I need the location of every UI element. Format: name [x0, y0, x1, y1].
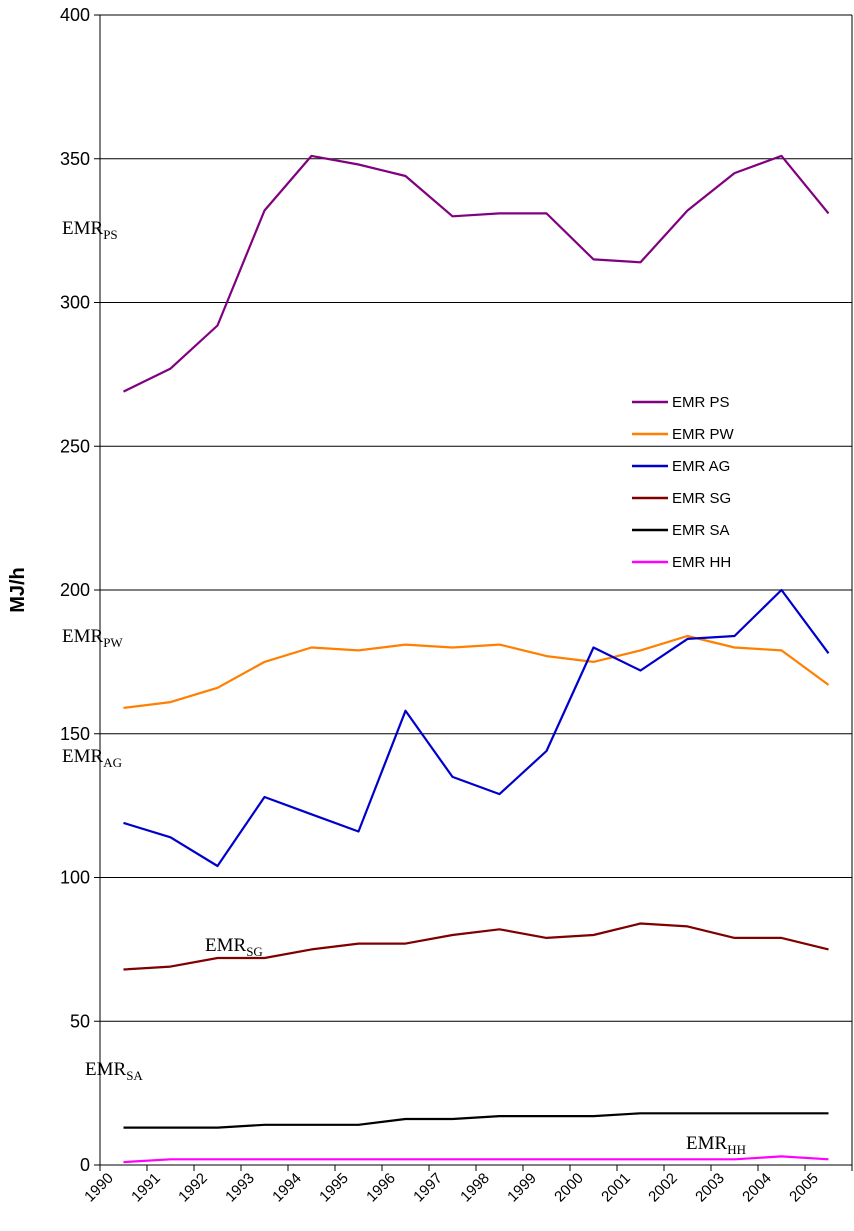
x-tick-labels: 1990 1991 1992 1993 1994 1995 1996 1997 1998 1999… — [81, 1165, 853, 1206]
annotation-base: EMR — [85, 1059, 127, 1080]
series-line-emr-pw — [123, 634, 830, 709]
annotation-emr-ag: EMRAG — [62, 746, 122, 770]
series-line-emr-sa — [123, 1112, 829, 1129]
y-tick-label: 350 — [60, 149, 90, 169]
annotation-base: EMR — [62, 218, 104, 239]
annotation-subscript: PS — [103, 227, 117, 242]
y-axis-label: MJ/h — [7, 567, 29, 613]
legend-label: EMR SG — [672, 490, 731, 507]
annotation-base: EMR — [62, 746, 104, 767]
legend-label: EMR HH — [672, 554, 731, 571]
x-tick-label: 1997 — [410, 1170, 446, 1206]
annotation-emr-sg: EMRSG — [205, 935, 263, 959]
series-line-emr-sg — [123, 922, 829, 971]
y-tick-label: 200 — [60, 580, 90, 600]
y-tick-label: 300 — [60, 293, 90, 313]
legend-label: EMR PW — [672, 426, 735, 443]
legend-label: EMR AG — [672, 458, 730, 475]
series-line-emr-hh — [123, 1155, 829, 1164]
legend-label: EMR SA — [672, 522, 730, 539]
annotation-emr-ps: EMRPS — [62, 218, 118, 242]
x-tick-label: 2005 — [786, 1170, 822, 1206]
series-line-emr-ps — [123, 154, 830, 393]
series-lines — [123, 154, 830, 1164]
x-tick-label: 2004 — [739, 1170, 775, 1206]
x-tick-label: 1990 — [81, 1170, 117, 1206]
gridlines — [100, 14, 852, 1022]
x-tick-label: 2001 — [598, 1170, 634, 1206]
x-tick-label: 2000 — [551, 1170, 587, 1206]
x-tick-label: 1992 — [175, 1170, 211, 1206]
x-tick-label: 2003 — [692, 1170, 728, 1206]
legend-label: EMR PS — [672, 394, 730, 411]
y-tick-label: 250 — [60, 436, 90, 456]
x-tick-label: 1993 — [222, 1170, 258, 1206]
y-tick-label: 0 — [80, 1155, 90, 1175]
annotation-base: EMR — [686, 1133, 728, 1154]
annotation-emr-pw: EMRPW — [62, 626, 123, 650]
annotation-subscript: SA — [126, 1068, 143, 1083]
x-tick-label: 1995 — [316, 1170, 352, 1206]
annotation-base: EMR — [205, 935, 247, 956]
x-tick-label: 1996 — [363, 1170, 399, 1206]
x-tick-label: 1999 — [504, 1170, 540, 1206]
annotation-subscript: AG — [103, 755, 122, 770]
x-tick-label: 1998 — [457, 1170, 493, 1206]
y-tick-label: 150 — [60, 724, 90, 744]
annotation-emr-hh: EMRHH — [686, 1133, 746, 1157]
x-tick-label: 1994 — [269, 1170, 305, 1206]
legend: EMR PS EMR PW EMR AG EMR SG EMR SA EMR HH — [632, 394, 735, 571]
series-line-emr-ag — [123, 588, 830, 868]
annotation-base: EMR — [62, 626, 104, 647]
x-tick-label: 1991 — [128, 1170, 164, 1206]
y-tick-label: 400 — [60, 5, 90, 25]
x-tick-label: 2002 — [645, 1170, 681, 1206]
annotation-subscript: PW — [103, 635, 123, 650]
y-tick-labels: 0 50 100 150 200 250 300 350 400 — [60, 5, 100, 1175]
annotation-subscript: SG — [246, 944, 263, 959]
annotation-subscript: HH — [727, 1142, 746, 1157]
annotation-emr-sa: EMRSA — [85, 1059, 143, 1083]
y-tick-label: 50 — [70, 1011, 90, 1031]
y-tick-label: 100 — [60, 868, 90, 888]
